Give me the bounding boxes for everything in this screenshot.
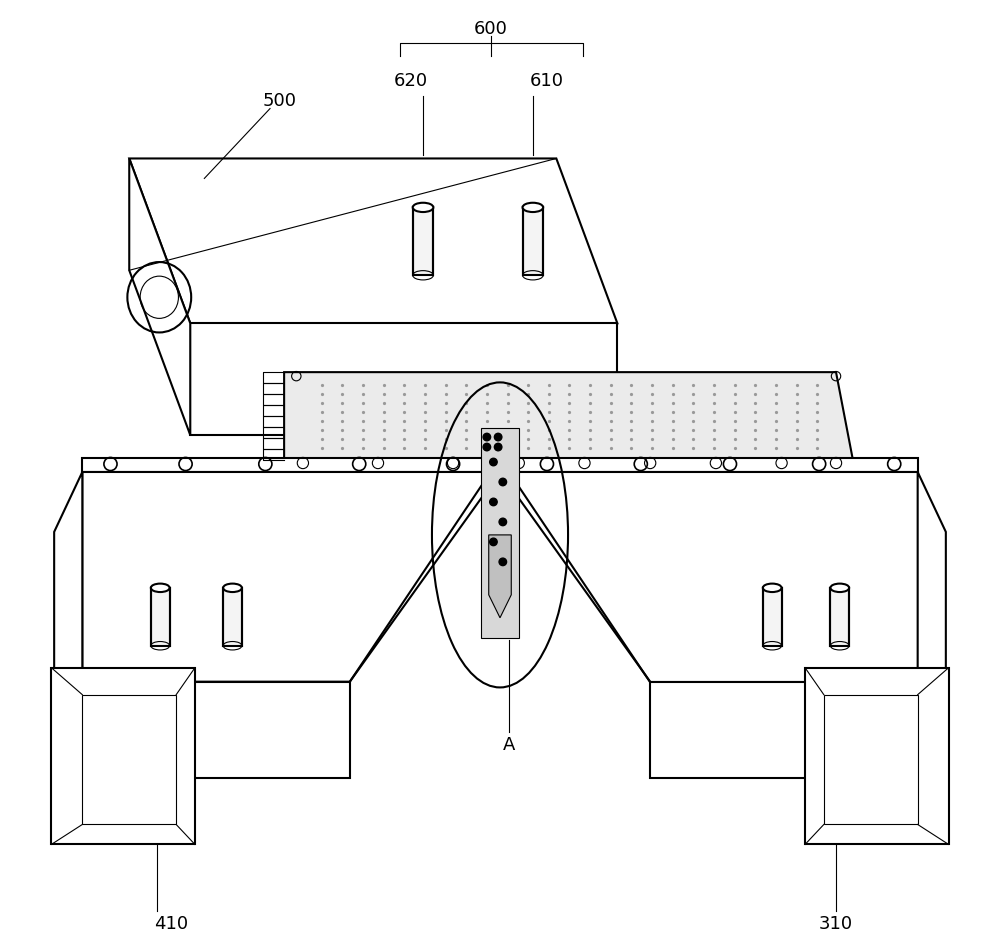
Polygon shape xyxy=(489,535,511,618)
Polygon shape xyxy=(509,472,918,682)
Polygon shape xyxy=(82,682,350,777)
Polygon shape xyxy=(805,667,949,844)
Bar xyxy=(151,588,170,646)
Circle shape xyxy=(490,498,497,506)
Bar xyxy=(830,588,849,646)
Circle shape xyxy=(483,444,491,451)
Circle shape xyxy=(490,538,497,545)
Polygon shape xyxy=(918,472,946,838)
Bar xyxy=(523,208,543,275)
Polygon shape xyxy=(824,695,918,824)
Polygon shape xyxy=(129,159,190,435)
Circle shape xyxy=(499,478,507,486)
Polygon shape xyxy=(284,372,853,460)
Text: 410: 410 xyxy=(154,916,189,933)
Circle shape xyxy=(483,433,491,441)
Circle shape xyxy=(494,433,502,441)
Ellipse shape xyxy=(151,584,170,592)
Polygon shape xyxy=(54,472,82,838)
Bar xyxy=(763,588,782,646)
Text: 500: 500 xyxy=(262,91,296,110)
Polygon shape xyxy=(129,159,617,323)
Polygon shape xyxy=(481,428,519,637)
Ellipse shape xyxy=(223,584,242,592)
Circle shape xyxy=(499,558,507,566)
Ellipse shape xyxy=(523,203,543,212)
Polygon shape xyxy=(82,458,918,472)
Circle shape xyxy=(499,518,507,525)
Text: 600: 600 xyxy=(474,20,508,38)
Text: 610: 610 xyxy=(530,71,564,89)
Text: 620: 620 xyxy=(394,71,428,89)
Text: A: A xyxy=(503,736,516,754)
Ellipse shape xyxy=(413,203,433,212)
Bar xyxy=(413,208,433,275)
Polygon shape xyxy=(82,695,176,824)
Polygon shape xyxy=(190,323,617,435)
Polygon shape xyxy=(82,472,491,682)
Ellipse shape xyxy=(763,584,782,592)
Circle shape xyxy=(490,459,497,465)
Bar xyxy=(223,588,242,646)
Circle shape xyxy=(494,444,502,451)
Polygon shape xyxy=(51,667,195,844)
Polygon shape xyxy=(650,682,918,777)
Ellipse shape xyxy=(830,584,849,592)
Text: 310: 310 xyxy=(819,916,853,933)
